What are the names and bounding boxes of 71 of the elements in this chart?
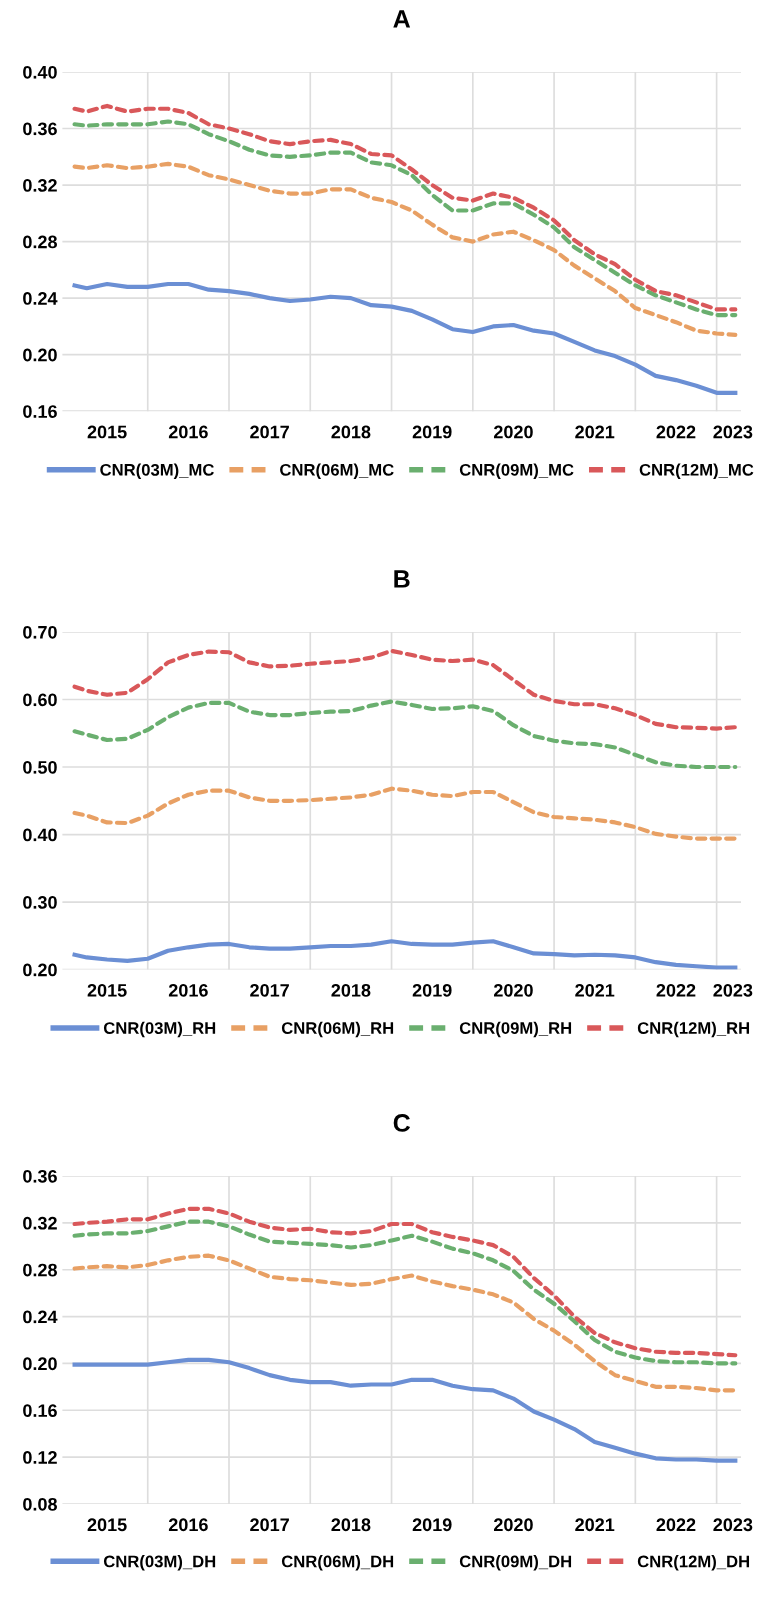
- legend-label: CNR(06M)_MC: [280, 463, 394, 480]
- legend-label: CNR(09M)_MC: [459, 463, 574, 480]
- legend-label: CNR(09M)_DH: [459, 1555, 572, 1571]
- legend-label: CNR(12M)_RH: [637, 1021, 750, 1038]
- y-tick-label: 0.24: [23, 292, 58, 305]
- x-tick-label: 2021: [575, 983, 615, 997]
- y-tick-label: 0.16: [23, 405, 57, 418]
- x-tick-label: 2016: [168, 425, 208, 439]
- x-tick-label: 2019: [412, 1518, 452, 1532]
- line-series: [72, 1253, 738, 1393]
- x-tick-label: 2018: [331, 1518, 371, 1532]
- x-tick-label: 2017: [250, 1518, 289, 1532]
- x-tick-label: 2016: [168, 983, 208, 997]
- chart-title: B: [394, 570, 410, 588]
- legend-label: CNR(12M)_MC: [639, 463, 754, 480]
- y-tick-label: 0.32: [23, 1216, 57, 1230]
- x-tick-label: 2022: [656, 1518, 696, 1532]
- legend-label: CNR(06M)_DH: [281, 1555, 394, 1571]
- line-series: [72, 939, 738, 970]
- legend-label: CNR(09M)_RH: [459, 1021, 572, 1038]
- y-tick-label: 0.20: [23, 963, 57, 977]
- x-tick-label: 2018: [331, 983, 371, 997]
- y-tick-label: 0.36: [23, 122, 57, 136]
- y-tick-label: 0.28: [23, 1263, 57, 1277]
- y-tick-label: 0.70: [23, 625, 57, 639]
- x-tick-label: 2023: [713, 983, 753, 997]
- x-tick-label: 2020: [493, 1518, 533, 1532]
- y-tick-label: 0.32: [23, 179, 57, 192]
- line-series: [72, 1357, 738, 1463]
- x-tick-label: 2023: [713, 425, 753, 439]
- y-tick-label: 0.20: [23, 1357, 57, 1371]
- x-tick-label: 2023: [713, 1518, 753, 1532]
- legend-label: CNR(12M)_DH: [637, 1555, 750, 1571]
- y-tick-label: 0.60: [23, 693, 57, 707]
- x-tick-label: 2017: [250, 983, 289, 997]
- x-tick-label: 2018: [331, 425, 371, 439]
- y-tick-label: 0.36: [23, 1169, 57, 1183]
- x-tick-label: 2016: [168, 1518, 208, 1532]
- y-tick-label: 0.20: [23, 348, 57, 362]
- line-series: [72, 699, 738, 770]
- y-tick-label: 0.40: [23, 65, 57, 79]
- y-tick-label: 0.12: [23, 1451, 57, 1464]
- y-tick-label: 0.28: [23, 235, 57, 249]
- line-series: [72, 281, 738, 395]
- x-tick-label: 2021: [575, 1518, 615, 1532]
- x-tick-label: 2021: [575, 425, 615, 439]
- legend-label: CNR(03M)_MC: [100, 463, 214, 480]
- x-tick-label: 2020: [493, 425, 533, 439]
- legend-label: CNR(03M)_DH: [103, 1555, 216, 1571]
- x-tick-label: 2020: [493, 983, 533, 997]
- line-series: [72, 786, 738, 841]
- chart-title: C: [393, 1114, 411, 1132]
- y-tick-label: 0.24: [23, 1310, 58, 1324]
- x-tick-label: 2017: [250, 425, 289, 439]
- x-tick-label: 2015: [87, 425, 127, 439]
- y-tick-label: 0.50: [23, 760, 57, 774]
- y-tick-label: 0.08: [23, 1497, 57, 1511]
- chart-title: A: [393, 10, 411, 28]
- y-tick-label: 0.40: [23, 828, 57, 842]
- x-tick-label: 2015: [87, 983, 127, 997]
- x-tick-label: 2022: [656, 983, 696, 997]
- x-tick-label: 2022: [656, 425, 696, 439]
- legend-label: CNR(03M)_RH: [103, 1021, 216, 1038]
- legend-label: CNR(06M)_RH: [281, 1021, 394, 1038]
- line-series: [72, 161, 738, 337]
- x-tick-label: 2015: [87, 1518, 127, 1532]
- y-tick-label: 0.30: [23, 896, 57, 909]
- x-tick-label: 2019: [412, 425, 452, 439]
- line-series: [72, 648, 738, 731]
- x-tick-label: 2019: [412, 983, 452, 997]
- y-tick-label: 0.16: [23, 1404, 57, 1418]
